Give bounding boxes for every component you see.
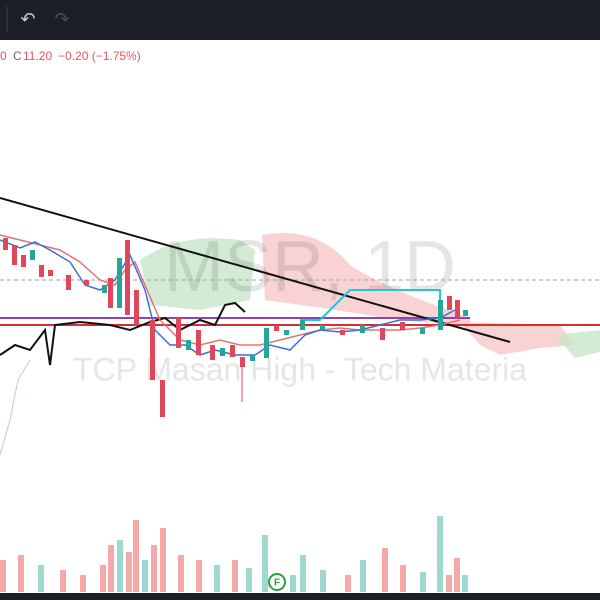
candle bbox=[300, 320, 305, 330]
volume-bar bbox=[214, 565, 220, 592]
candle bbox=[210, 345, 215, 360]
base-line bbox=[0, 234, 461, 346]
watermark-symbol: MSR, 1D bbox=[164, 227, 456, 307]
volume-bar bbox=[0, 560, 6, 592]
volume-bar bbox=[345, 575, 351, 592]
candle bbox=[284, 330, 289, 335]
volume-bar bbox=[290, 575, 296, 592]
price-line bbox=[0, 301, 246, 366]
candle bbox=[400, 322, 405, 330]
candle bbox=[264, 328, 269, 358]
candle bbox=[320, 325, 325, 330]
candle bbox=[360, 325, 365, 333]
candle bbox=[274, 325, 279, 331]
candle bbox=[463, 310, 468, 316]
cloud-green bbox=[555, 330, 600, 358]
cloud-red bbox=[460, 322, 575, 355]
volume-bar bbox=[454, 558, 460, 592]
candles bbox=[3, 238, 468, 417]
candle bbox=[250, 355, 255, 361]
legend-close-value: 11.20 bbox=[23, 49, 52, 63]
volume-bar bbox=[178, 555, 184, 592]
candle bbox=[420, 328, 425, 334]
leading-line bbox=[300, 289, 441, 321]
conversion-line bbox=[0, 239, 456, 356]
volume-bar bbox=[160, 528, 166, 592]
candle bbox=[3, 238, 8, 250]
candle bbox=[150, 320, 155, 380]
volume-bar bbox=[400, 565, 406, 592]
volume-bar bbox=[437, 516, 443, 592]
candle bbox=[176, 318, 181, 348]
candle bbox=[21, 255, 26, 267]
volume-bar bbox=[462, 575, 468, 592]
candle bbox=[12, 245, 17, 265]
candle bbox=[455, 300, 460, 318]
watermark-description: TCP Masan High - Tech Materia bbox=[73, 351, 527, 387]
volume-bar bbox=[117, 540, 123, 592]
legend-change: −0.20 (−1.75%) bbox=[58, 49, 141, 63]
bottom-border bbox=[0, 593, 600, 600]
candle bbox=[108, 278, 113, 308]
volume-bar bbox=[151, 545, 157, 592]
volume-bar bbox=[232, 560, 238, 592]
cloud-red bbox=[262, 233, 470, 325]
volume-bars bbox=[0, 516, 468, 592]
candle bbox=[380, 328, 385, 340]
volume-bar bbox=[133, 520, 139, 592]
volume-bar bbox=[18, 555, 24, 592]
cloud-green bbox=[140, 238, 255, 310]
candle bbox=[186, 340, 191, 350]
candle bbox=[220, 348, 225, 356]
toolbar bbox=[0, 0, 600, 40]
candle bbox=[447, 296, 452, 310]
candle bbox=[66, 275, 71, 290]
candle bbox=[438, 300, 443, 330]
volume-bar bbox=[320, 570, 326, 592]
event-marker[interactable] bbox=[268, 573, 286, 591]
candle bbox=[160, 380, 165, 417]
lagging-line bbox=[0, 359, 31, 456]
volume-bar bbox=[246, 568, 252, 592]
event-marker-label: F bbox=[274, 578, 280, 589]
volume-bar bbox=[446, 575, 452, 592]
volume-bar bbox=[420, 572, 426, 592]
volume-bar bbox=[108, 545, 114, 592]
candle bbox=[134, 290, 139, 325]
candle bbox=[230, 345, 235, 357]
trend-line bbox=[0, 197, 511, 343]
volume-bar bbox=[38, 565, 44, 592]
candle bbox=[117, 258, 122, 308]
volume-bar bbox=[262, 535, 268, 592]
candle bbox=[84, 280, 89, 285]
candle bbox=[125, 240, 130, 315]
volume-bar bbox=[80, 575, 86, 592]
candle bbox=[39, 265, 44, 277]
volume-bar bbox=[100, 565, 106, 592]
undo-button[interactable]: ↶ bbox=[20, 9, 35, 29]
candle bbox=[30, 250, 35, 260]
volume-bar bbox=[300, 555, 306, 592]
redo-button[interactable]: ↷ bbox=[54, 9, 69, 29]
candle bbox=[340, 330, 345, 335]
candle bbox=[196, 330, 201, 355]
candle bbox=[48, 270, 53, 276]
volume-bar bbox=[126, 552, 132, 592]
volume-bar bbox=[360, 560, 366, 592]
legend-fragment: 0 bbox=[0, 49, 7, 63]
volume-bar bbox=[142, 560, 148, 592]
volume-bar bbox=[382, 548, 388, 592]
volume-bar bbox=[60, 570, 66, 592]
legend-close-label: C bbox=[13, 49, 22, 63]
candle bbox=[102, 285, 107, 293]
volume-bar bbox=[196, 560, 202, 592]
